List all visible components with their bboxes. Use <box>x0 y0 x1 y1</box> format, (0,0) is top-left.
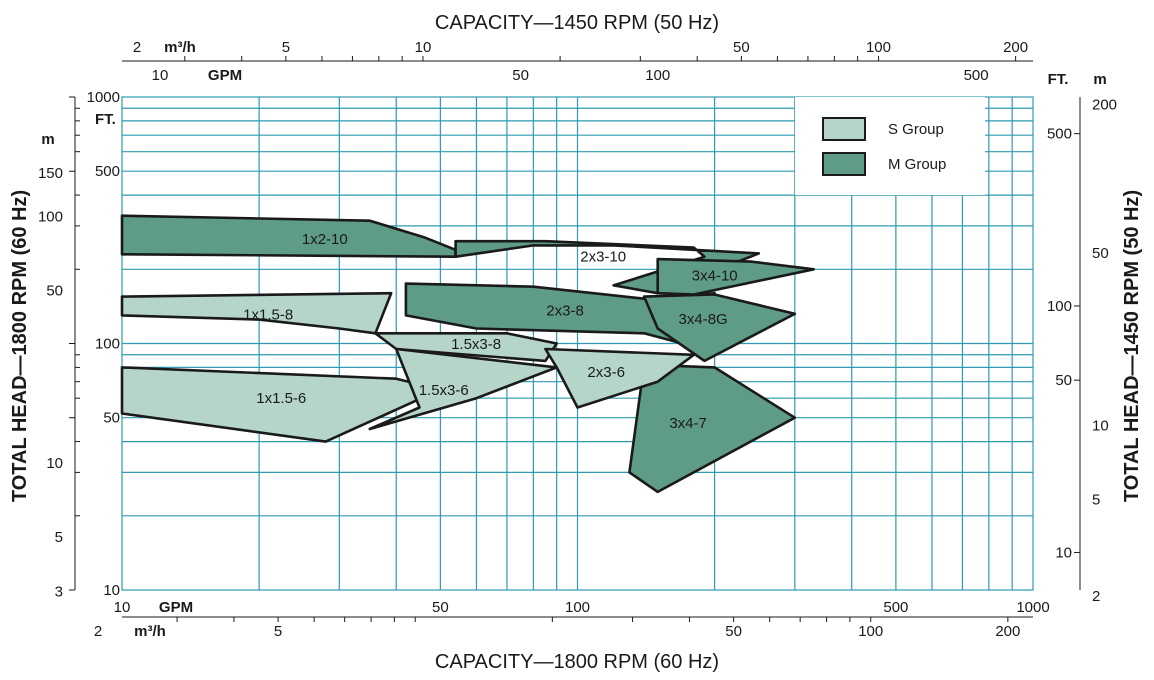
right-ft-tick: 100 <box>1047 298 1072 315</box>
bottom-m3h-unit: m³/h <box>134 623 166 640</box>
bottom-gpm-tick: 500 <box>883 599 908 616</box>
region-label: 3x4-10 <box>692 268 738 285</box>
region-label: 1x2-10 <box>302 231 348 248</box>
right-ft-unit: FT. <box>1048 71 1069 88</box>
legend-swatch <box>822 152 866 176</box>
left-m-tick: 5 <box>55 529 63 546</box>
region-3x4-7 <box>628 363 797 494</box>
region-label: 2x3-10 <box>580 249 626 266</box>
region-label: 1.5x3-8 <box>451 336 501 353</box>
left-ft-tick: 1000 <box>87 89 120 106</box>
top-m3h-tick: 50 <box>733 39 750 56</box>
region-label: 1.5x3-6 <box>419 382 469 399</box>
bottom-gpm-unit: GPM <box>159 599 193 616</box>
bottom-m3h-tick: 100 <box>858 623 883 640</box>
left-ft-tick: 500 <box>95 163 120 180</box>
left-ft-tick: 100 <box>95 336 120 353</box>
bottom-gpm-tick: 1000 <box>1016 599 1049 616</box>
top-gpm-tick: 10 <box>152 67 169 84</box>
region-label: 2x3-6 <box>587 364 625 381</box>
top-gpm-tick: 100 <box>645 67 670 84</box>
region-3x4-10 <box>656 257 816 296</box>
legend-box <box>795 97 985 195</box>
region-1x1.5-8 <box>120 291 393 335</box>
right-m-tick: 10 <box>1092 417 1109 434</box>
left-ft-tick: 50 <box>103 410 120 427</box>
right-m-tick: 200 <box>1092 97 1117 114</box>
region-label: 3x4-8G <box>679 311 728 328</box>
region-2x3-6 <box>544 347 696 409</box>
legend-swatch <box>822 117 866 141</box>
region-label: 1x1.5-6 <box>256 390 306 407</box>
region-label: 3x4-7 <box>669 415 707 432</box>
right-ft-tick: 500 <box>1047 126 1072 143</box>
top-m3h-unit: m³/h <box>164 39 196 56</box>
bottom-gpm-tick: 50 <box>432 599 449 616</box>
top-gpm-unit: GPM <box>208 67 242 84</box>
bottom-gpm-tick: 10 <box>114 599 131 616</box>
bottom-gpm-tick: 100 <box>565 599 590 616</box>
right-m-tick: 50 <box>1092 245 1109 262</box>
bottom-m3h-tick: 50 <box>725 623 742 640</box>
top-m3h-tick: 200 <box>1003 39 1028 56</box>
right-m-tick: 2 <box>1092 588 1100 605</box>
right-m-tick: 5 <box>1092 492 1100 509</box>
legend-label: S Group <box>888 121 944 138</box>
left-m-tick: 10 <box>46 455 63 472</box>
left-axis-title: TOTAL HEAD—1800 RPM (60 Hz) <box>9 190 31 502</box>
top-gpm-tick: 50 <box>512 67 529 84</box>
title-layer: CAPACITY—1450 RPM (50 Hz) CAPACITY—1800 R… <box>9 12 1143 673</box>
right-axis-title: TOTAL HEAD—1450 RPM (50 Hz) <box>1121 190 1143 502</box>
region-1x2-10 <box>120 214 457 259</box>
top-m3h-tick: 10 <box>415 39 432 56</box>
bottom-axis-title: CAPACITY—1800 RPM (60 Hz) <box>435 651 719 673</box>
left-ft-tick: 10 <box>103 582 120 599</box>
legend-layer: S Group M Group <box>795 97 985 195</box>
bottom-m3h-tick: 2 <box>94 623 102 640</box>
bottom-m3h-tick: 200 <box>995 623 1020 640</box>
region-1x1.5-6 <box>120 366 442 443</box>
region-3x4-8G <box>642 293 797 363</box>
left-m-tick: 100 <box>38 208 63 225</box>
top-m3h-tick: 2 <box>133 39 141 56</box>
left-ft-unit: FT. <box>95 111 116 128</box>
top-gpm-tick: 500 <box>964 67 989 84</box>
top-m3h-tick: 5 <box>282 39 290 56</box>
top-m3h-tick: 100 <box>866 39 891 56</box>
region-layer: 1x2-10 2x3-10 3x4-10 2x3-8 3x4-8G 3x4-7 1x1.5-… <box>120 214 816 494</box>
left-m-tick: 50 <box>46 283 63 300</box>
left-m-unit: m <box>41 131 54 148</box>
legend-label: M Group <box>888 156 946 173</box>
top-axis-title: CAPACITY—1450 RPM (50 Hz) <box>435 12 719 34</box>
left-m-tick: 150 <box>38 165 63 182</box>
bottom-m3h-tick: 5 <box>274 623 282 640</box>
right-ft-tick: 10 <box>1055 544 1072 561</box>
region-label: 1x1.5-8 <box>243 306 293 323</box>
right-ft-tick: 50 <box>1055 372 1072 389</box>
left-m-tick: 3 <box>55 584 63 601</box>
right-m-unit: m <box>1093 71 1106 88</box>
region-1.5x3-6 <box>368 347 559 431</box>
region-label: 2x3-8 <box>546 303 584 320</box>
